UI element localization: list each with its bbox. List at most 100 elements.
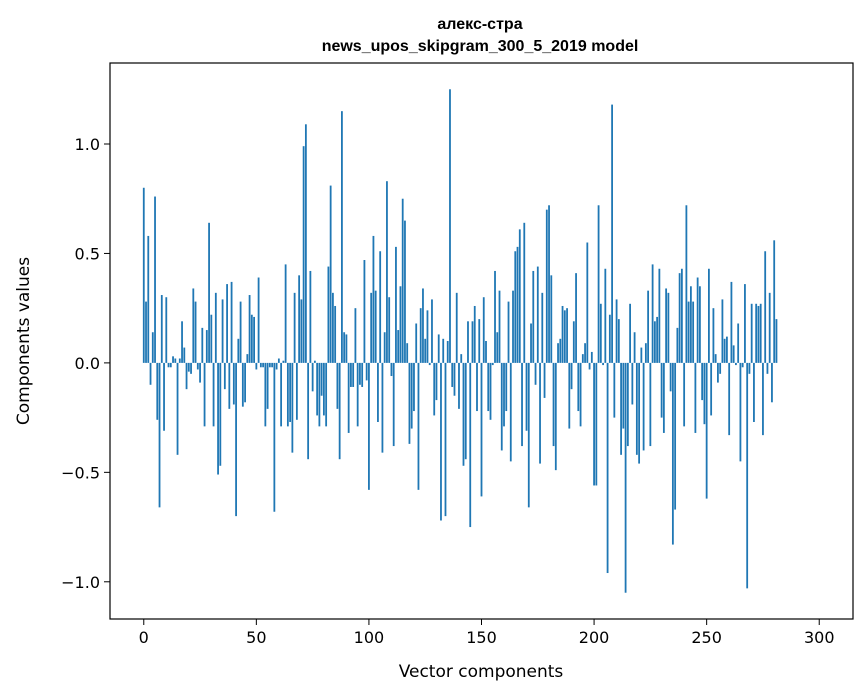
bar	[266, 362, 269, 409]
bar	[374, 290, 377, 363]
bar	[318, 362, 321, 427]
bar	[705, 362, 708, 499]
bar	[638, 362, 641, 464]
bar	[167, 362, 170, 368]
bar	[235, 362, 237, 517]
bar	[728, 362, 731, 436]
bar	[536, 266, 539, 363]
bar	[739, 362, 742, 462]
bar	[363, 260, 366, 363]
y-axis-ticks: −1.0 −0.5 0.0 0.5 1.0	[61, 135, 110, 592]
bar	[158, 362, 161, 508]
bar	[500, 362, 503, 451]
bar	[593, 362, 595, 486]
bar	[334, 305, 337, 363]
bar	[370, 292, 373, 363]
bar	[300, 299, 303, 363]
bar	[552, 362, 555, 447]
bar	[757, 305, 760, 363]
bar	[237, 338, 240, 363]
bar	[694, 362, 697, 433]
bar	[590, 351, 593, 363]
bar	[584, 343, 586, 363]
y-tick-label: 1.0	[75, 135, 100, 154]
bar	[615, 299, 618, 363]
bar	[246, 354, 249, 363]
bar	[325, 362, 328, 427]
bar	[744, 284, 746, 363]
bar	[640, 347, 643, 363]
bar	[658, 268, 661, 363]
bar	[669, 362, 672, 392]
bar	[755, 303, 758, 363]
bar	[268, 362, 271, 368]
bar	[649, 362, 652, 447]
bar	[219, 362, 222, 466]
x-tick-label: 0	[139, 628, 149, 647]
bar	[386, 181, 388, 363]
bar	[647, 290, 650, 363]
bar	[433, 362, 436, 416]
bar	[671, 362, 674, 545]
bar	[581, 354, 584, 363]
bar	[453, 362, 456, 396]
bar	[383, 332, 386, 363]
bar	[572, 321, 575, 363]
bar	[295, 362, 298, 420]
bar	[516, 246, 519, 363]
bar	[277, 358, 280, 363]
bar	[451, 362, 454, 387]
bar	[660, 362, 663, 418]
x-tick-label: 150	[466, 628, 497, 647]
bar	[458, 362, 460, 409]
bar	[282, 360, 285, 363]
bar	[678, 273, 681, 363]
bar	[354, 308, 357, 363]
bar	[489, 362, 492, 420]
bar	[568, 362, 571, 429]
bar	[183, 347, 186, 363]
bar	[514, 251, 517, 363]
bar	[201, 327, 204, 363]
bar	[437, 334, 440, 363]
bar	[480, 362, 483, 497]
bar	[737, 323, 740, 363]
bar	[604, 268, 607, 363]
bar	[550, 275, 553, 363]
bar	[525, 362, 528, 431]
bar	[577, 362, 580, 412]
bar	[404, 220, 406, 363]
bar	[415, 323, 418, 363]
bar	[460, 354, 463, 363]
bar	[644, 343, 647, 363]
bar	[426, 310, 429, 363]
bar	[633, 332, 636, 363]
bar	[683, 362, 686, 427]
bar	[667, 292, 670, 363]
bar	[570, 362, 573, 390]
bar	[311, 362, 314, 392]
bar	[149, 362, 152, 385]
bar	[665, 288, 668, 363]
bar	[509, 362, 512, 462]
bar	[271, 362, 274, 368]
bar	[487, 362, 490, 412]
bar	[275, 362, 278, 370]
bar	[214, 292, 217, 363]
bar	[262, 362, 264, 368]
bar	[352, 362, 355, 387]
bar	[503, 362, 505, 427]
bar	[298, 275, 301, 363]
bar	[656, 316, 659, 363]
bar	[548, 205, 550, 363]
bar	[545, 209, 548, 363]
bar	[588, 362, 591, 370]
chart-title-line2: news_upos_skipgram_300_5_2019 model	[322, 38, 639, 55]
x-axis-label: Vector components	[399, 662, 564, 682]
bar	[435, 362, 438, 401]
bar	[635, 362, 638, 455]
bar	[304, 124, 307, 363]
bar	[250, 314, 253, 363]
bar	[199, 362, 201, 383]
bar	[212, 362, 215, 427]
